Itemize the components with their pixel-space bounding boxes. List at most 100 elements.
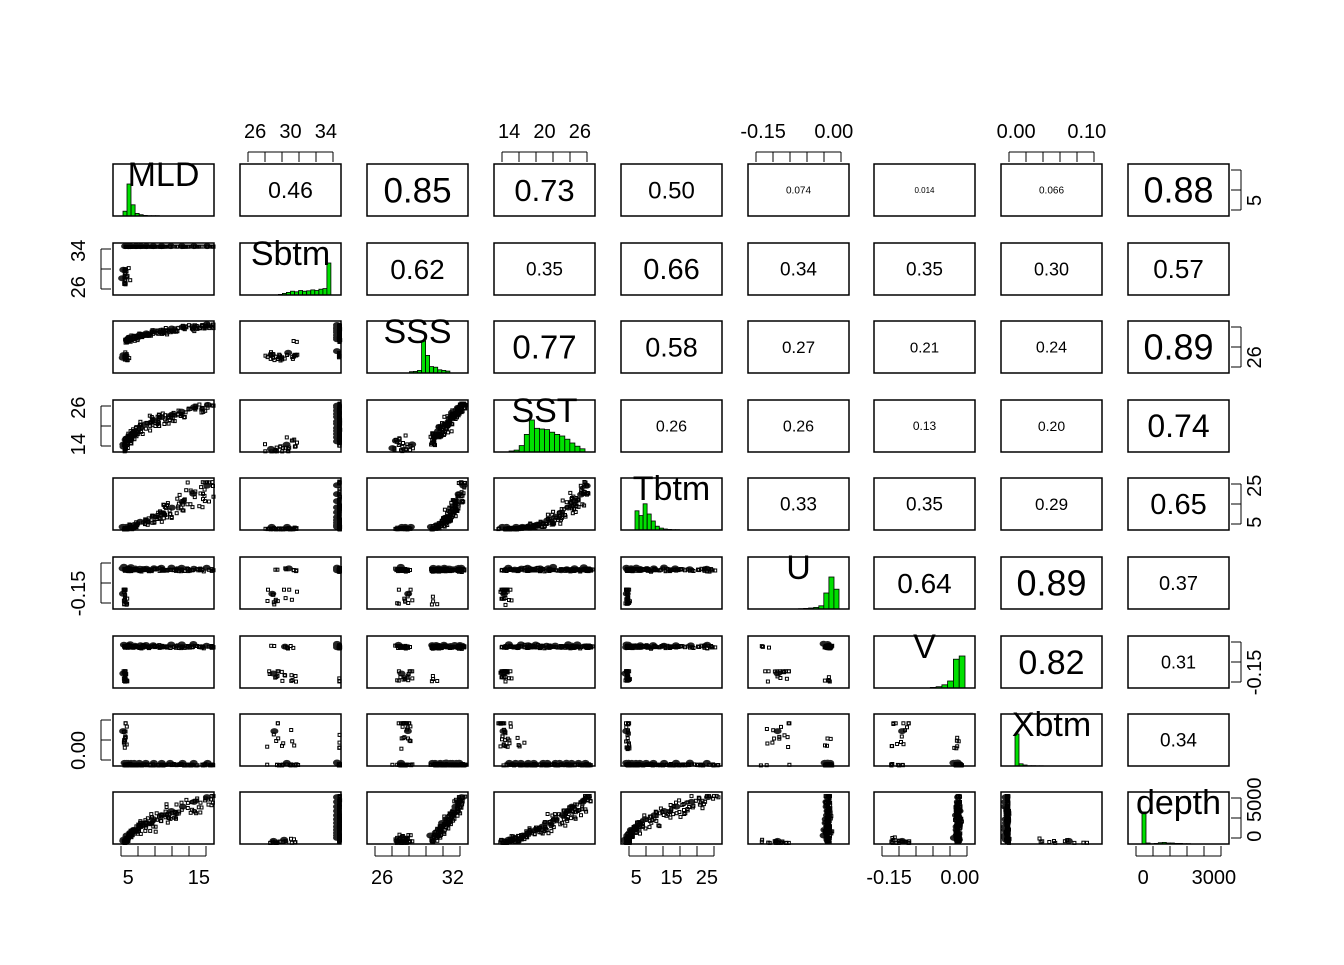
panel-MLD-SSS: 0.85: [367, 164, 468, 216]
panel-frame: [367, 557, 468, 609]
scatter-point: [199, 811, 202, 814]
scatter-point: [397, 722, 400, 725]
scatter-point: [277, 737, 280, 740]
histogram-bar: [426, 355, 430, 373]
scatter-point: [432, 678, 435, 681]
scatter-point: [296, 590, 299, 593]
panel-V-depth: 0.31: [1128, 636, 1229, 688]
scatter-dense-cloud: [119, 728, 212, 766]
scatter-point: [144, 427, 147, 430]
scatter-point: [187, 245, 190, 248]
correlation-value: 0.27: [782, 338, 815, 357]
panel-Tbtm-MLD: [113, 478, 215, 531]
histogram-bar: [550, 432, 555, 452]
panel-Tbtm-SST: [494, 478, 595, 531]
histogram-bar: [635, 511, 639, 530]
scatter-point: [504, 680, 507, 683]
panel-U-Xbtm: 0.89: [1001, 557, 1102, 609]
variable-label: V: [913, 628, 936, 666]
scatter-point: [565, 501, 568, 504]
scatter-point: [264, 443, 267, 446]
scatter-point: [160, 520, 163, 523]
variable-label: SST: [511, 392, 577, 430]
panel-MLD-V: 0.014: [874, 164, 975, 216]
panel-Tbtm-SSS: [367, 478, 468, 531]
scatter-point: [166, 821, 169, 824]
panel-Tbtm-Tbtm: Tbtm: [621, 470, 722, 530]
correlation-value: 0.73: [514, 173, 574, 208]
panel-U-MLD: [113, 557, 215, 609]
scatter-point: [765, 728, 768, 731]
histogram-bar: [948, 681, 954, 688]
scatter-point: [561, 499, 564, 502]
scatter-point: [411, 599, 414, 602]
histogram-bar: [639, 516, 643, 530]
scatter-point: [162, 503, 165, 506]
scatter-point: [175, 512, 178, 515]
panel-V-Sbtm: [240, 636, 342, 688]
scatter-point: [768, 646, 771, 649]
correlation-value: 0.57: [1153, 254, 1204, 284]
scatter-point: [169, 513, 172, 516]
scatter-point: [183, 416, 186, 419]
panel-Sbtm-Tbtm: 0.66: [621, 243, 722, 295]
scatter-point: [499, 745, 502, 748]
scatter-point: [294, 445, 297, 448]
correlation-value: 0.58: [645, 332, 698, 362]
panel-V-Xbtm: 0.82: [1001, 636, 1102, 688]
correlation-value: 0.89: [1143, 327, 1213, 368]
panel-MLD-U: 0.074: [748, 164, 849, 216]
scatter-dense-cloud: [268, 322, 341, 358]
scatter-dense-cloud: [397, 728, 463, 766]
scatter-point: [186, 481, 189, 484]
correlation-value: 0.34: [1160, 731, 1197, 752]
scatter-point: [785, 677, 788, 680]
scatter-dense-cloud: [500, 728, 590, 766]
panel-Xbtm-V: [874, 714, 975, 767]
variable-label: Sbtm: [251, 235, 330, 273]
scatter-point: [285, 436, 288, 439]
correlation-value: 0.89: [1016, 563, 1086, 604]
panel-frame: [240, 478, 341, 530]
scatter-point: [894, 722, 897, 725]
scatter-point: [788, 722, 791, 725]
panel-SST-Tbtm: 0.26: [621, 400, 722, 452]
correlation-value: 0.50: [648, 177, 695, 204]
scatter-point: [779, 677, 782, 680]
panel-MLD-SST: 0.73: [494, 164, 595, 216]
correlation-value: 0.26: [656, 419, 687, 436]
panel-MLD-MLD: MLD: [113, 156, 214, 216]
histogram-bar: [575, 446, 580, 452]
correlation-value: 0.014: [914, 186, 935, 195]
panel-V-SST: [494, 636, 595, 688]
panel-depth-MLD: [113, 792, 215, 844]
correlation-value: 0.77: [512, 329, 576, 366]
correlation-value: 0.74: [1147, 408, 1209, 444]
correlation-value: 0.20: [1038, 418, 1065, 434]
panel-SSS-SSS: SSS: [367, 313, 468, 373]
panel-MLD-Sbtm: 0.46: [240, 164, 341, 216]
scatter-point: [284, 597, 287, 600]
correlation-value: 0.66: [643, 254, 699, 286]
scatter-point: [450, 430, 453, 433]
scatter-point: [280, 670, 283, 673]
panel-Xbtm-SST: [494, 714, 595, 767]
histogram-bar: [539, 429, 544, 452]
correlation-value: 0.31: [1161, 652, 1196, 672]
histogram-bar: [519, 446, 524, 452]
scatter-point: [125, 725, 128, 728]
correlation-value: 0.37: [1159, 573, 1198, 595]
correlation-value: 0.30: [1034, 259, 1069, 279]
scatter-point: [896, 743, 899, 746]
panel-Xbtm-Sbtm: [240, 714, 342, 767]
variable-label: U: [786, 549, 811, 587]
panel-V-SSS: [367, 636, 468, 688]
scatter-point: [907, 722, 910, 725]
scatter-point: [826, 737, 829, 740]
scatter-point: [276, 722, 279, 725]
scatter-point: [154, 830, 157, 833]
panel-depth-Sbtm: [240, 792, 342, 844]
panel-Tbtm-U: 0.33: [748, 478, 849, 530]
panel-SSS-V: 0.21: [874, 321, 975, 373]
panel-Xbtm-Xbtm: Xbtm: [1001, 706, 1102, 766]
